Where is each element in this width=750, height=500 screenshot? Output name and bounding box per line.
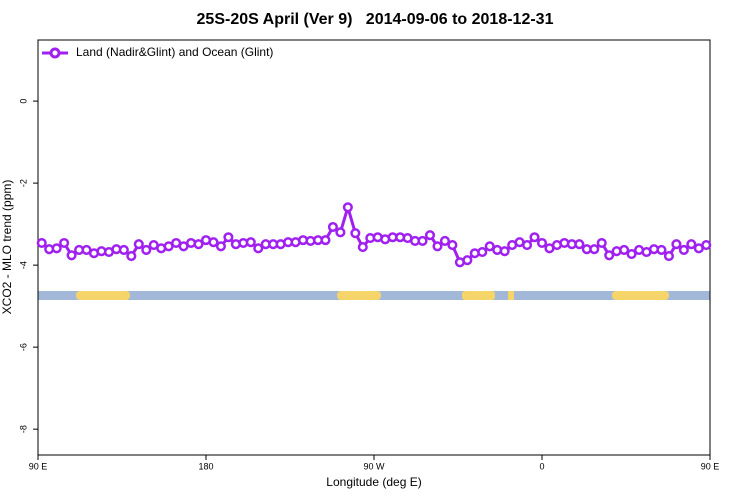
data-point: [36, 237, 47, 249]
y-tick-label: -4: [18, 261, 28, 269]
legend-label: Land (Nadir&Glint) and Ocean (Glint): [76, 45, 273, 59]
data-point: [320, 235, 331, 246]
x-tick-label: 90 E: [29, 461, 48, 471]
data-point: [484, 241, 495, 252]
data-point: [245, 237, 256, 248]
data-point: [619, 244, 630, 256]
data-point: [141, 244, 152, 256]
data-point: [686, 239, 697, 250]
data-point: [626, 249, 637, 260]
data-point: [439, 235, 450, 246]
data-point: [357, 242, 368, 253]
data-point: [215, 241, 226, 252]
x-axis-label: Longitude (deg E): [326, 475, 421, 489]
land-band: [76, 291, 130, 300]
x-tick-label: 180: [198, 461, 213, 471]
x-tick-label: 90 E: [701, 461, 720, 471]
data-point: [253, 243, 264, 254]
data-point: [499, 246, 510, 257]
data-point: [223, 232, 234, 243]
y-axis-label: XCO2 - MLO trend (ppm): [0, 180, 14, 315]
data-point: [66, 250, 77, 261]
data-point: [678, 244, 689, 256]
data-point: [701, 239, 712, 251]
data-point: [327, 221, 338, 233]
data-point: [133, 239, 144, 250]
data-point: [335, 227, 346, 238]
data-point: [671, 239, 682, 250]
land-band: [337, 291, 381, 300]
data-point: [589, 244, 600, 255]
legend: Land (Nadir&Glint) and Ocean (Glint): [42, 45, 273, 59]
data-point: [126, 251, 137, 262]
data-point: [118, 244, 129, 256]
data-point: [536, 237, 548, 249]
data-point: [596, 237, 607, 249]
legend-marker: [49, 47, 61, 59]
data-point: [477, 246, 488, 258]
land-band: [462, 291, 495, 300]
land-band: [612, 291, 669, 300]
data-point: [417, 235, 428, 246]
data-point: [447, 239, 458, 251]
data-point: [350, 228, 361, 239]
land-ocean-strip: [38, 291, 710, 300]
data-point: [462, 255, 473, 266]
data-point: [342, 202, 353, 213]
data-point: [193, 239, 204, 250]
data-point: [522, 239, 533, 251]
data-point: [59, 237, 70, 249]
data-point: [574, 239, 585, 250]
y-tick-label: 0: [18, 99, 28, 104]
y-tick-label: -2: [18, 179, 28, 187]
y-tick-label: -8: [18, 425, 28, 433]
data-point: [656, 244, 667, 256]
data-point: [432, 241, 443, 252]
data-point: [208, 237, 219, 248]
data-point: [663, 251, 674, 262]
data-point: [529, 232, 540, 243]
y-tick-label: -6: [18, 343, 28, 351]
x-tick-label: 0: [539, 461, 544, 471]
x-tick-label: 90 W: [363, 461, 385, 471]
data-point: [604, 250, 615, 261]
land-band: [508, 291, 514, 300]
chart-title: 25S-20S April (Ver 9) 2014-09-06 to 2018…: [197, 11, 554, 28]
data-point: [424, 230, 436, 241]
data-point: [51, 243, 62, 254]
